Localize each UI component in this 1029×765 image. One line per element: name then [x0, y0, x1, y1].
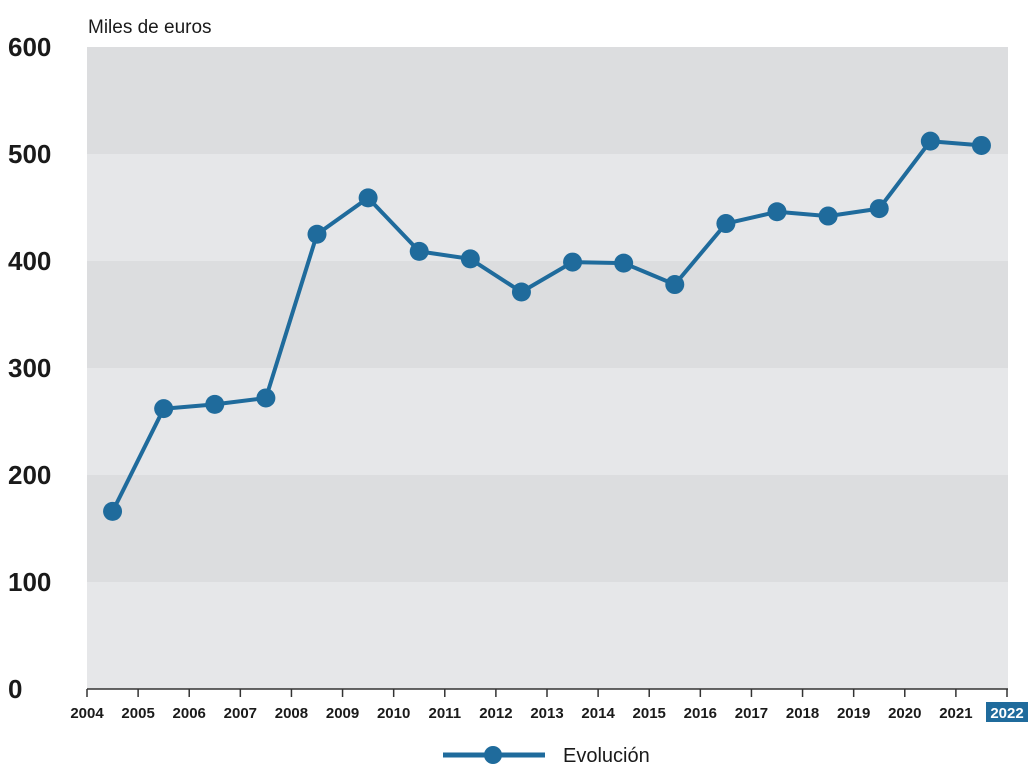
- data-point: [409, 241, 429, 261]
- background-band: [87, 47, 1008, 154]
- x-tick-label: 2010: [377, 705, 410, 722]
- y-tick-label: 500: [8, 139, 51, 169]
- data-point: [818, 206, 838, 226]
- data-point: [920, 131, 940, 151]
- legend: Evolución: [443, 745, 650, 765]
- x-tick-label: 2021: [939, 705, 972, 722]
- data-point: [205, 394, 225, 414]
- legend-marker-swatch: [484, 746, 502, 764]
- background-band: [87, 475, 1008, 582]
- x-tick-label: 2011: [429, 705, 462, 722]
- y-tick-label: 300: [8, 353, 51, 383]
- x-tick-label: 2012: [479, 705, 512, 722]
- legend-label: Evolución: [563, 745, 650, 765]
- x-tick-label: 2004: [70, 705, 104, 722]
- data-point: [358, 188, 378, 208]
- x-tick-label: 2016: [684, 705, 717, 722]
- data-point: [971, 135, 991, 155]
- x-tick-label: 2008: [275, 705, 308, 722]
- x-tick-label: 2006: [173, 705, 206, 722]
- y-tick-label: 400: [8, 246, 51, 276]
- plot-background: [87, 47, 1008, 689]
- data-point: [563, 252, 583, 272]
- y-tick-label: 200: [8, 460, 51, 490]
- x-tick-label: 2014: [581, 705, 615, 722]
- x-tick-label: 2015: [633, 705, 666, 722]
- x-tick-label: 2007: [224, 705, 257, 722]
- data-point: [869, 199, 889, 219]
- data-point: [256, 388, 276, 408]
- x-tick-label: 2013: [530, 705, 563, 722]
- x-tick-highlight: [986, 702, 1028, 722]
- data-point: [103, 501, 123, 521]
- data-point: [716, 214, 736, 234]
- data-point: [665, 275, 685, 295]
- x-tick-label: 2020: [888, 705, 921, 722]
- background-band: [87, 368, 1008, 475]
- x-tick-label: 2009: [326, 705, 359, 722]
- data-point: [511, 282, 531, 302]
- x-tick-label-highlighted: 2022: [990, 705, 1023, 722]
- y-axis-unit-label: Miles de euros: [88, 17, 212, 38]
- y-tick-label: 0: [8, 674, 22, 704]
- x-tick-label: 2018: [786, 705, 819, 722]
- data-point: [154, 399, 174, 419]
- data-point: [460, 249, 480, 269]
- series-group: [103, 131, 991, 521]
- x-tick-label: 2017: [735, 705, 768, 722]
- x-tick-label: 2005: [121, 705, 154, 722]
- y-tick-label: 100: [8, 567, 51, 597]
- data-point: [767, 202, 787, 222]
- x-axis: 2004 2005 2006 2007 2008 2009 2010 2011 2012 2013…: [70, 688, 1028, 722]
- y-axis: 0 100 200 300 400 500 600: [8, 32, 51, 704]
- data-point: [307, 224, 327, 244]
- data-point: [614, 253, 634, 273]
- x-tick-label: 2019: [837, 705, 870, 722]
- background-band: [87, 582, 1008, 689]
- y-tick-label: 600: [8, 32, 51, 62]
- background-band: [87, 154, 1008, 261]
